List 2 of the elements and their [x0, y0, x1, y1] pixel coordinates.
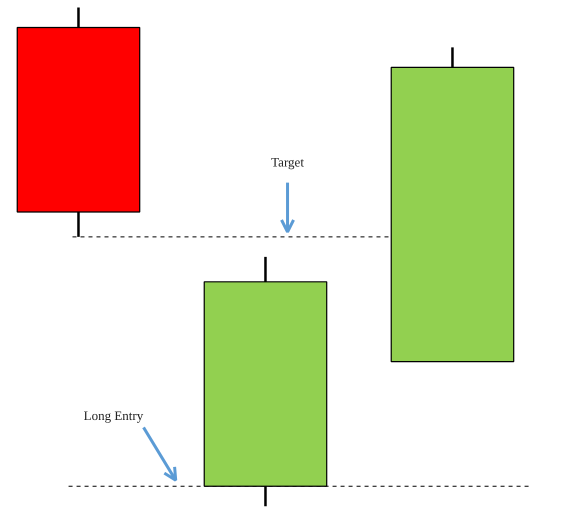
ref-line-label: Long Entry	[84, 408, 144, 423]
ref-line-label: Target	[271, 154, 304, 170]
